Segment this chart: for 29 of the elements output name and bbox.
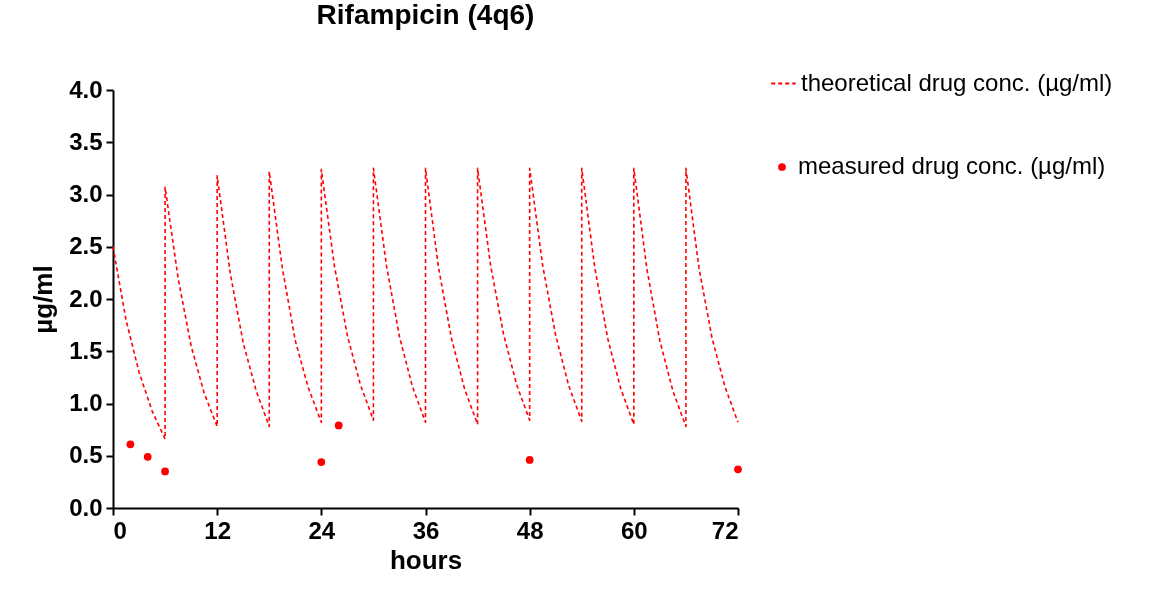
y-tick-label: 0.0 (69, 493, 103, 521)
x-tick-label: 24 (308, 516, 336, 544)
y-axis-title: µg/ml (28, 265, 59, 334)
x-tick-label: 60 (620, 516, 648, 544)
point (161, 467, 169, 476)
point (734, 465, 742, 474)
point (126, 440, 135, 449)
point (525, 456, 534, 464)
line-series (112, 167, 739, 440)
y-tick-label: 2.0 (69, 284, 103, 312)
x-tick-label: 48 (516, 516, 544, 544)
x-tick-label: 12 (204, 516, 232, 544)
x-tick-label: 0 (113, 516, 127, 544)
x-tick-label: 36 (412, 516, 440, 544)
y-tick-label: 0.5 (69, 441, 103, 469)
point (317, 458, 326, 466)
y-tick-label: 3.0 (69, 180, 103, 207)
y-tick-label: 2.5 (69, 232, 103, 260)
x-axis-title: hours (389, 544, 463, 575)
legend-label: theoretical drug conc. (µg/ml) (801, 68, 1113, 96)
x-tick-label: 72 (711, 516, 739, 544)
y-tick-label: 1.5 (69, 336, 103, 364)
legend-label: measured drug conc. (µg/ml) (798, 152, 1106, 179)
point (143, 452, 152, 461)
y-tick-label: 4.0 (69, 75, 103, 103)
y-tick-label: 3.5 (69, 127, 103, 155)
point (334, 421, 343, 430)
chart-title: Rifampicin (4q6) (316, 0, 535, 30)
y-tick-label: 1.0 (69, 389, 103, 416)
